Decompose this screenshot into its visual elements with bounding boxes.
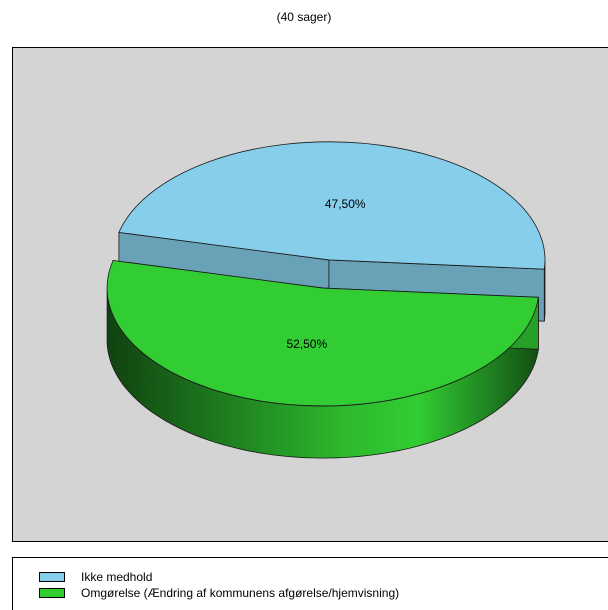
legend-item-ikke-medhold: Ikke medhold: [39, 570, 152, 584]
legend-swatch-omgoerelse: [39, 588, 65, 598]
chart-subtitle: (40 sager): [276, 10, 332, 24]
pie-slice-top: [118, 141, 546, 270]
legend-label-ikke-medhold: Ikke medhold: [81, 570, 153, 584]
legend-swatch-ikke-medhold: [39, 572, 65, 582]
legend-item-omgoerelse: Omgørelse (Ændring af kommunens afgørels…: [39, 586, 399, 600]
pie-chart: 47,50% 52,50%: [106, 141, 546, 459]
pie-data-label-0: 47,50%: [325, 197, 366, 211]
pie-slice-top: [106, 260, 539, 407]
pie-slice-1: [106, 260, 539, 459]
legend-label-omgoerelse: Omgørelse (Ændring af kommunens afgørels…: [81, 586, 400, 600]
plot-area: 47,50% 52,50%: [12, 47, 608, 542]
legend: Ikke medhold Omgørelse (Ændring af kommu…: [12, 557, 608, 610]
pie-data-label-1: 52,50%: [286, 337, 327, 351]
